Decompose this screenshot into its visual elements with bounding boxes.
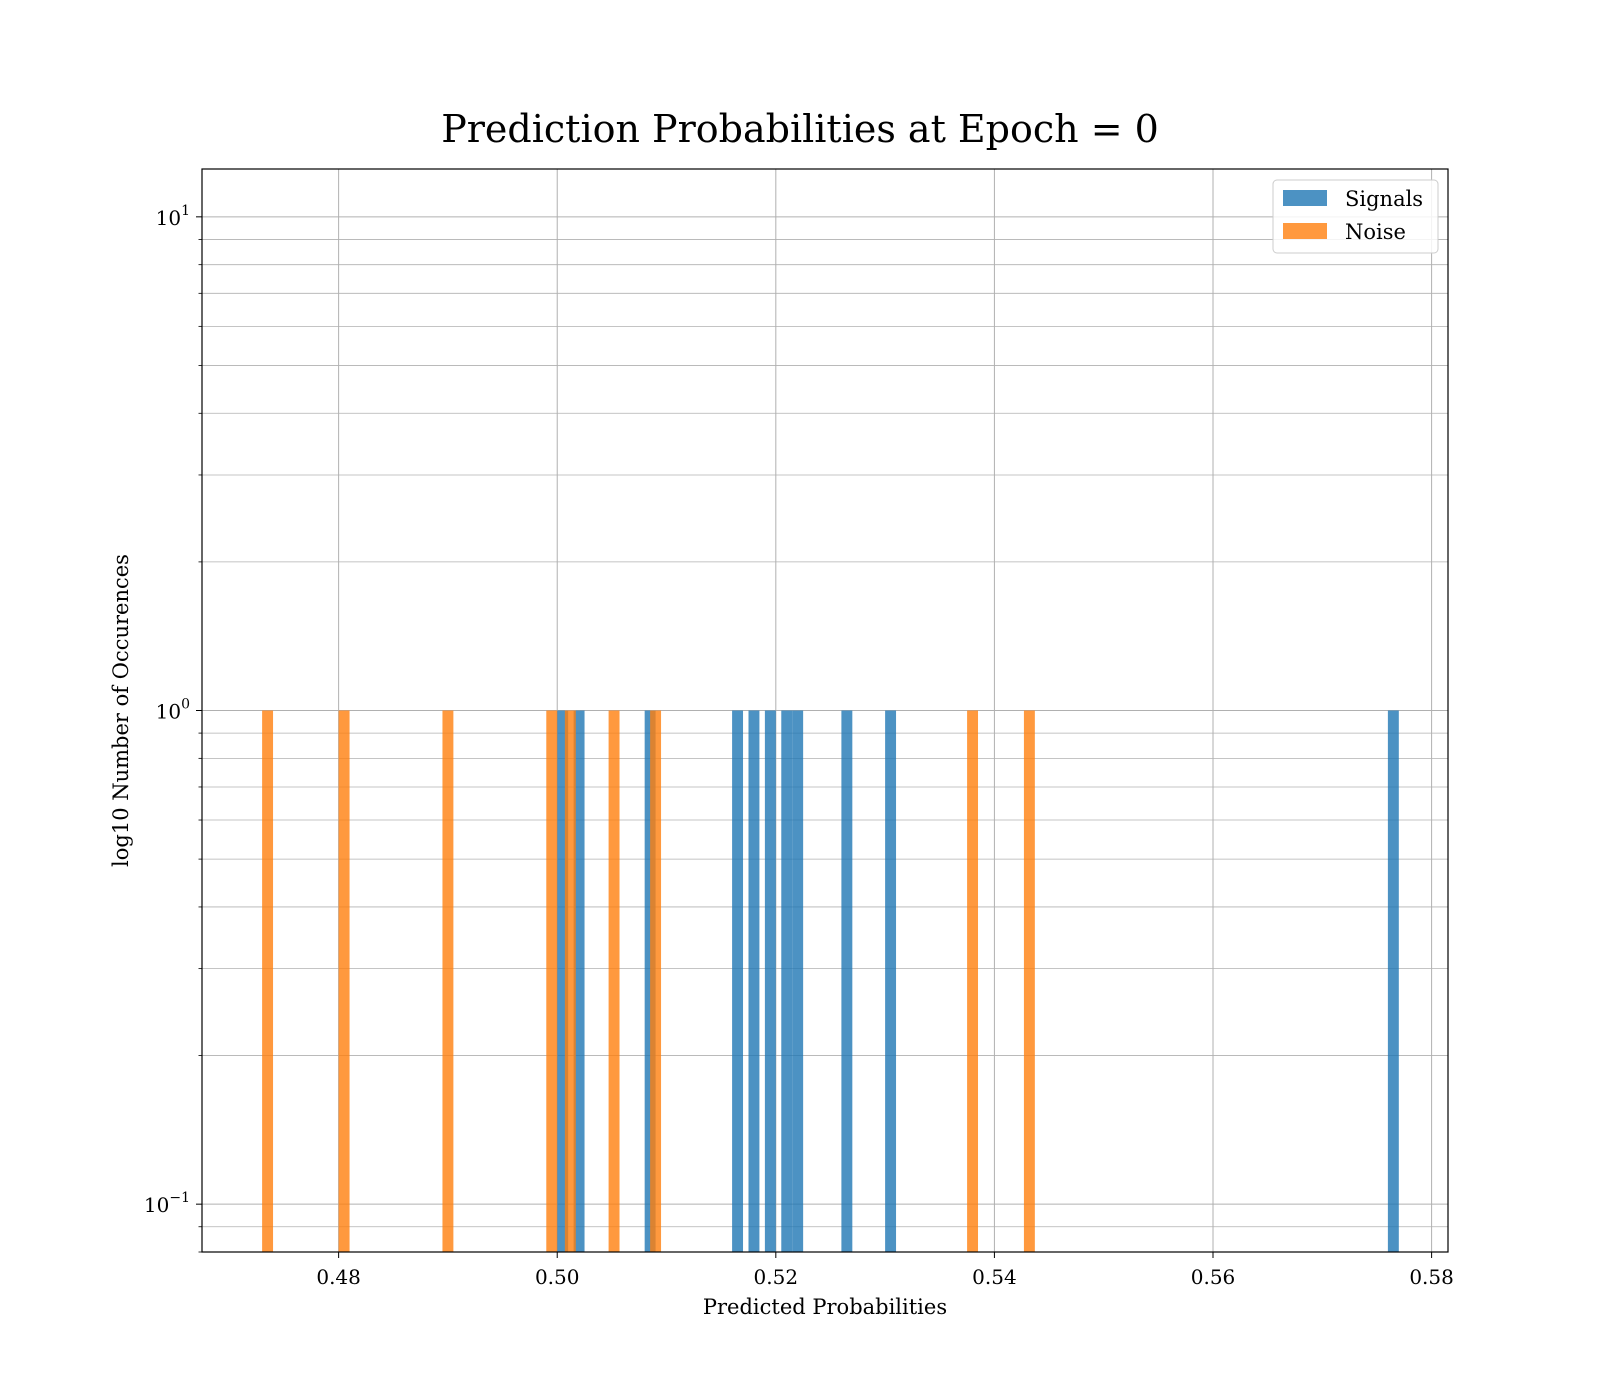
x-axis-label: Predicted Probabilities — [703, 1295, 947, 1319]
bar-signals — [732, 710, 744, 1252]
y-tick-label: 10−1 — [144, 1190, 190, 1217]
bar-signals — [781, 710, 793, 1252]
legend-swatch-signals — [1283, 190, 1327, 206]
bar-noise — [564, 710, 576, 1252]
bar-noise — [338, 710, 350, 1252]
y-axis-ticks: 10−1 100 101 — [144, 203, 202, 1253]
bar-signals — [792, 710, 804, 1252]
bar-noise — [967, 710, 979, 1252]
bar-signals — [748, 710, 760, 1252]
legend-swatch-noise — [1283, 223, 1327, 239]
y-axis-label: log10 Number of Occurences — [109, 554, 133, 867]
x-tick-label: 0.54 — [972, 1265, 1017, 1289]
bar-noise — [650, 710, 662, 1252]
x-tick-label: 0.48 — [316, 1265, 361, 1289]
x-tick-label: 0.58 — [1409, 1265, 1454, 1289]
bar-noise — [546, 710, 558, 1252]
bar-noise — [442, 710, 454, 1252]
y-tick-label: 100 — [156, 697, 190, 724]
legend: Signals Noise — [1272, 179, 1439, 254]
bar-signals — [557, 710, 569, 1252]
bar-signals — [573, 710, 585, 1252]
y-tick-label: 101 — [156, 203, 190, 230]
bar-signals — [1387, 710, 1399, 1252]
histogram-bars — [262, 710, 1399, 1252]
bar-signals — [885, 710, 897, 1252]
bar-signals — [841, 710, 853, 1252]
legend-label-noise: Noise — [1345, 220, 1406, 244]
x-axis-ticks: 0.48 0.50 0.52 0.54 0.56 0.58 — [316, 1252, 1454, 1289]
grid-lines — [202, 169, 1448, 1253]
legend-label-signals: Signals — [1345, 187, 1423, 211]
x-tick-label: 0.52 — [754, 1265, 799, 1289]
bar-noise — [262, 710, 274, 1252]
x-tick-label: 0.50 — [535, 1265, 580, 1289]
bar-signals — [764, 710, 776, 1252]
bar-noise — [1023, 710, 1035, 1252]
chart-title: Prediction Probabilities at Epoch = 0 — [441, 107, 1159, 151]
bar-noise — [608, 710, 620, 1252]
x-tick-label: 0.56 — [1191, 1265, 1236, 1289]
